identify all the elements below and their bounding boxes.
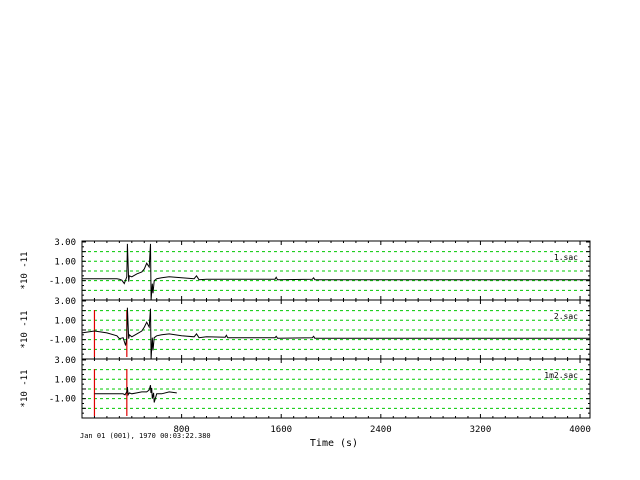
x-tick-label: 800 — [173, 425, 189, 435]
y-axis-label: *10 -11 — [20, 311, 30, 349]
x-axis: 800 1600 2400 3200 4000 — [173, 425, 590, 435]
y-tick-label: -1.00 — [49, 277, 76, 287]
trace-line — [94, 384, 177, 403]
y-tick-label: -1.00 — [49, 336, 76, 346]
panel-name: 1m2.sac — [544, 371, 578, 380]
panel-name: 1.sac — [554, 253, 578, 262]
panel-3: 3.00 1.00 -1.00 *10 -11 1m2.sac — [20, 356, 591, 419]
y-axis-label: *10 -11 — [20, 252, 30, 290]
x-tick-label: 4000 — [569, 425, 591, 435]
panel-2: 3.00 1.00 -1.00 *10 -11 2.sac — [20, 297, 591, 360]
y-tick-label: 3.00 — [54, 297, 76, 307]
panels: 3.00 1.00 -1.00 *10 -11 1.sac 3.00 1.00 -1.00 *1… — [20, 238, 591, 419]
trace-line — [82, 243, 590, 300]
trace-line — [82, 307, 590, 359]
y-tick-label: 3.00 — [54, 356, 76, 366]
y-tick-label: 1.00 — [54, 375, 76, 385]
x-tick-label: 3200 — [470, 425, 492, 435]
y-tick-label: 3.00 — [54, 238, 76, 248]
y-axis-label: *10 -11 — [20, 370, 30, 408]
date-label: Jan 01 (001), 1970 00:03:22.380 — [80, 432, 211, 440]
x-tick-label: 1600 — [270, 425, 292, 435]
panel-name: 2.sac — [554, 312, 578, 321]
y-tick-label: 1.00 — [54, 316, 76, 326]
y-tick-label: 1.00 — [54, 257, 76, 267]
x-tick-label: 2400 — [370, 425, 392, 435]
x-axis-label: Time (s) — [310, 438, 358, 449]
panel-1: 3.00 1.00 -1.00 *10 -11 1.sac — [20, 238, 591, 301]
y-tick-label: -1.00 — [49, 395, 76, 405]
